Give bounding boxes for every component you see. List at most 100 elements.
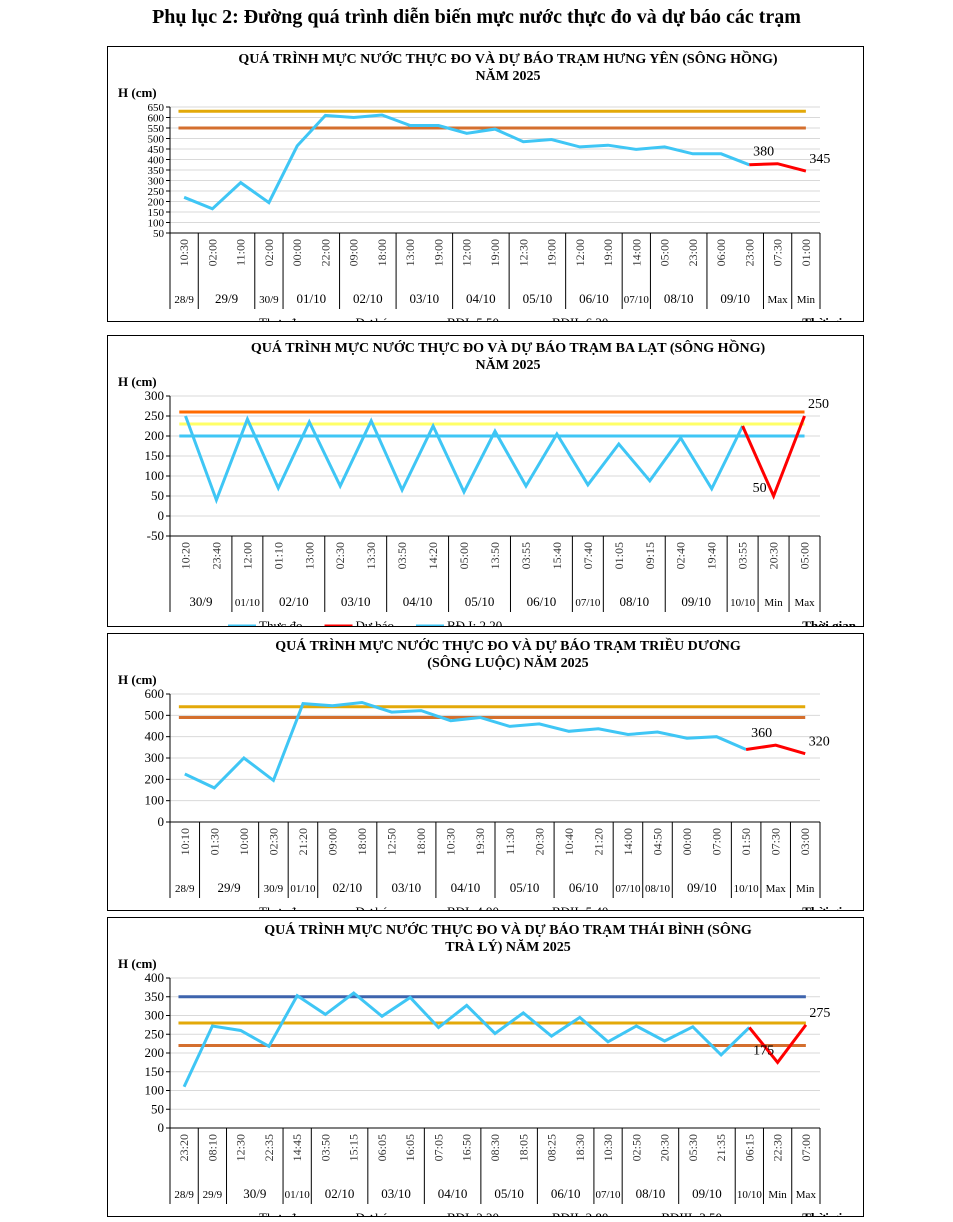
x-category-label: 08:10 bbox=[205, 1134, 219, 1161]
x-category-label: 02:40 bbox=[674, 542, 688, 569]
chart-svg-ba-lat: QUÁ TRÌNH MỰC NƯỚC THỰC ĐO VÀ DỰ BÁO TRẠ… bbox=[118, 338, 857, 626]
x-date-group-label: 03/10 bbox=[392, 880, 422, 895]
x-date-group-label: Min bbox=[797, 294, 816, 306]
x-category-label: 23:20 bbox=[177, 1134, 191, 1161]
y-tick-label: 250 bbox=[145, 1026, 165, 1041]
chart-title-line-2: NĂM 2025 bbox=[476, 67, 541, 84]
x-category-label: 08:25 bbox=[545, 1134, 559, 1161]
page-title: Phụ lục 2: Đường quá trình diễn biến mực… bbox=[152, 6, 801, 28]
legend-label: Thực đo bbox=[259, 315, 303, 321]
x-date-group-label: 02/10 bbox=[279, 594, 309, 609]
chart-title-line-2: NĂM 2025 bbox=[476, 356, 541, 373]
x-category-label: 14:45 bbox=[290, 1134, 304, 1161]
chart-ba-lat: QUÁ TRÌNH MỰC NƯỚC THỰC ĐO VÀ DỰ BÁO TRẠ… bbox=[107, 335, 864, 627]
x-date-group-label: 04/10 bbox=[466, 291, 496, 306]
x-date-group-label: Max bbox=[768, 294, 789, 306]
x-category-label: 20:30 bbox=[658, 1134, 672, 1161]
x-date-group-label: 10/10 bbox=[730, 597, 756, 609]
y-tick-label: 250 bbox=[148, 186, 165, 198]
x-category-label: 12:30 bbox=[234, 1134, 248, 1161]
x-category-label: 10:30 bbox=[601, 1134, 615, 1161]
x-date-group-label: 06/10 bbox=[551, 1186, 581, 1201]
x-category-label: 18:00 bbox=[355, 828, 369, 855]
y-tick-label: 600 bbox=[148, 113, 165, 125]
x-category-label: 19:00 bbox=[488, 239, 502, 266]
x-date-group-label: 01/10 bbox=[296, 291, 326, 306]
x-category-label: 07:00 bbox=[799, 1134, 813, 1161]
x-axis-label: Thời gian bbox=[802, 315, 857, 321]
y-tick-label: 400 bbox=[145, 970, 165, 985]
x-category-label: 19:00 bbox=[601, 239, 615, 266]
x-category-label: 13:00 bbox=[403, 239, 417, 266]
x-date-group-label: 01/10 bbox=[285, 1189, 311, 1201]
y-tick-label: 100 bbox=[148, 218, 165, 230]
x-date-group-label: 08/10 bbox=[636, 1186, 666, 1201]
x-category-label: 07:30 bbox=[769, 828, 783, 855]
x-date-group-label: Min bbox=[768, 1189, 787, 1201]
series-line-measured bbox=[184, 700, 747, 790]
x-date-group-label: 06/10 bbox=[527, 594, 557, 609]
x-category-label: 00:00 bbox=[680, 828, 694, 855]
y-axis-label: H (cm) bbox=[118, 672, 157, 687]
y-tick-label: 100 bbox=[145, 468, 165, 483]
data-label: 250 bbox=[808, 397, 829, 412]
x-category-label: 13:50 bbox=[488, 542, 502, 569]
x-category-label: 03:50 bbox=[395, 542, 409, 569]
y-tick-label: 0 bbox=[158, 1120, 165, 1135]
series-line-measured bbox=[182, 991, 751, 1088]
x-date-group-label: 02/10 bbox=[332, 880, 362, 895]
x-category-label: 06:05 bbox=[375, 1134, 389, 1161]
x-category-label: 18:30 bbox=[573, 1134, 587, 1161]
chart-svg-hung-yen: QUÁ TRÌNH MỰC NƯỚC THỰC ĐO VÀ DỰ BÁO TRẠ… bbox=[118, 49, 857, 321]
x-category-label: 10:30 bbox=[444, 828, 458, 855]
x-date-group-label: 03/10 bbox=[410, 291, 440, 306]
x-category-label: 10:30 bbox=[177, 239, 191, 266]
x-date-group-label: 10/10 bbox=[734, 883, 760, 895]
x-category-label: 07:00 bbox=[710, 828, 724, 855]
x-category-label: 03:50 bbox=[318, 1134, 332, 1161]
y-tick-label: 0 bbox=[158, 508, 165, 523]
x-category-label: 03:55 bbox=[519, 542, 533, 569]
chart-title-line-1: QUÁ TRÌNH MỰC NƯỚC THỰC ĐO VÀ DỰ BÁO TRẠ… bbox=[238, 49, 777, 67]
x-category-label: 18:05 bbox=[516, 1134, 530, 1161]
x-category-label: 23:00 bbox=[742, 239, 756, 266]
x-category-label: 22:00 bbox=[318, 239, 332, 266]
legend-label: BĐI: 4.90 bbox=[447, 904, 499, 910]
series-line-forecast bbox=[745, 743, 806, 756]
x-category-label: 19:30 bbox=[473, 828, 487, 855]
x-category-label: 21:35 bbox=[714, 1134, 728, 1161]
legend-label: BĐI: 5.50 bbox=[447, 315, 499, 321]
data-label: 345 bbox=[809, 152, 830, 167]
x-category-label: 07:05 bbox=[431, 1134, 445, 1161]
y-tick-label: 350 bbox=[145, 989, 165, 1004]
legend-label: Dự báo bbox=[356, 618, 394, 626]
x-category-label: 01:30 bbox=[207, 828, 221, 855]
x-category-label: 14:00 bbox=[621, 828, 635, 855]
x-category-label: 10:10 bbox=[178, 828, 192, 855]
chart-title-line-1: QUÁ TRÌNH MỰC NƯỚC THỰC ĐO VÀ DỰ BÁO TRẠ… bbox=[264, 921, 752, 938]
x-date-group-label: 29/9 bbox=[218, 880, 241, 895]
chart-svg-trieu-duong: QUÁ TRÌNH MỰC NƯỚC THỰC ĐO VÀ DỰ BÁO TRẠ… bbox=[118, 637, 857, 910]
legend-label: BĐII: 2.80 bbox=[552, 1210, 608, 1216]
y-tick-label: 300 bbox=[145, 750, 165, 765]
x-date-group-label: Min bbox=[764, 597, 783, 609]
x-date-group-label: 03/10 bbox=[381, 1186, 411, 1201]
x-date-group-label: 04/10 bbox=[403, 594, 433, 609]
x-category-label: 01:05 bbox=[612, 542, 626, 569]
x-date-group-label: 02/10 bbox=[325, 1186, 355, 1201]
x-category-label: 10:40 bbox=[562, 828, 576, 855]
y-tick-label: 250 bbox=[145, 408, 165, 423]
y-axis-label: H (cm) bbox=[118, 85, 157, 100]
x-category-label: 19:00 bbox=[545, 239, 559, 266]
x-date-group-label: 02/10 bbox=[353, 291, 383, 306]
x-date-group-label: 07/10 bbox=[596, 1189, 622, 1201]
data-label: 275 bbox=[809, 1006, 830, 1021]
x-date-group-label: 01/10 bbox=[290, 883, 316, 895]
x-category-label: 20:30 bbox=[532, 828, 546, 855]
y-tick-label: 400 bbox=[148, 155, 165, 167]
chart-trieu-duong: QUÁ TRÌNH MỰC NƯỚC THỰC ĐO VÀ DỰ BÁO TRẠ… bbox=[107, 633, 864, 911]
x-category-label: 02:50 bbox=[629, 1134, 643, 1161]
y-tick-label: 450 bbox=[148, 144, 165, 156]
y-tick-label: 150 bbox=[148, 207, 165, 219]
x-date-group-label: 09/10 bbox=[681, 594, 711, 609]
